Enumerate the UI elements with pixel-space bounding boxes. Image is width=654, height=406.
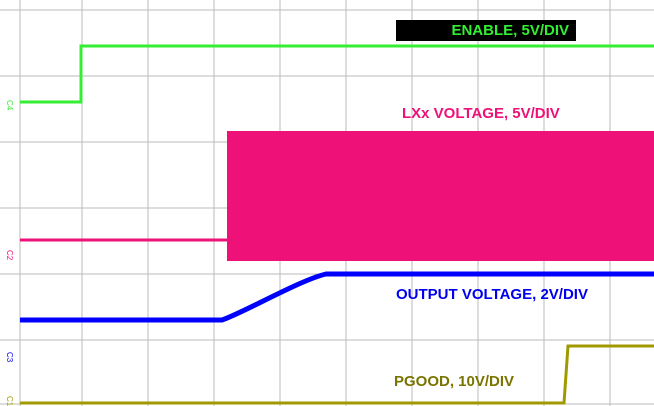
output-label: OUTPUT VOLTAGE, 2V/DIV (396, 286, 588, 303)
channel-marker: C2 (5, 250, 14, 261)
channel-marker: C1 (5, 396, 14, 406)
label-background (396, 20, 576, 41)
enable-trace (20, 44, 654, 104)
channel-marker: C4 (5, 100, 14, 111)
enable-label: ENABLE, 5V/DIV (451, 22, 569, 39)
lx-switching-band (227, 131, 654, 261)
pgood-label: PGOOD, 10V/DIV (394, 373, 514, 390)
pgood-trace (20, 344, 654, 405)
lx-label: LXx VOLTAGE, 5V/DIV (402, 105, 560, 122)
output-trace (20, 271, 654, 323)
channel-marker: C3 (5, 352, 14, 363)
